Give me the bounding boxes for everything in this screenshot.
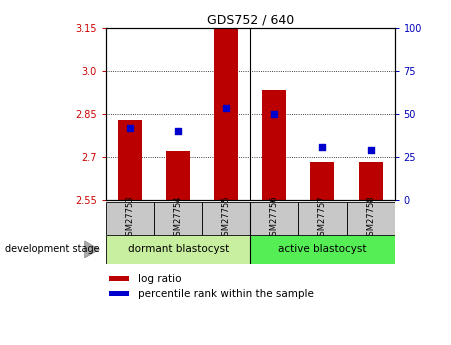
Point (271, 111, 278, 116)
Polygon shape (85, 241, 99, 258)
Point (319, 145, 326, 150)
Text: log ratio: log ratio (138, 274, 181, 284)
Point (223, 105, 230, 110)
Text: GSM27756: GSM27756 (270, 195, 279, 241)
Text: percentile rank within the sample: percentile rank within the sample (138, 289, 313, 299)
Bar (359, 162, 382, 200)
Bar (109, 276, 129, 281)
Point (367, 147, 374, 152)
Text: GSM27754: GSM27754 (174, 196, 183, 241)
Bar (346, 202, 395, 235)
Bar (202, 202, 250, 235)
Text: active blastocyst: active blastocyst (278, 245, 367, 254)
Text: dormant blastocyst: dormant blastocyst (128, 245, 229, 254)
Bar (106, 235, 250, 264)
Text: GSM27753: GSM27753 (125, 195, 134, 241)
Bar (214, 28, 238, 200)
Text: development stage: development stage (5, 245, 99, 254)
Bar (106, 202, 154, 235)
Point (175, 128, 182, 134)
Bar (154, 202, 202, 235)
Text: GSM27757: GSM27757 (318, 195, 327, 241)
Bar (250, 202, 299, 235)
Text: GSM27755: GSM27755 (222, 196, 231, 241)
Title: GDS752 / 640: GDS752 / 640 (207, 13, 294, 27)
Bar (166, 151, 190, 200)
Bar (310, 162, 335, 200)
Bar (299, 202, 346, 235)
Text: GSM27758: GSM27758 (366, 195, 375, 241)
Point (126, 126, 133, 131)
Bar (118, 120, 142, 200)
Bar (250, 235, 395, 264)
Bar (109, 291, 129, 296)
Bar (262, 90, 286, 200)
